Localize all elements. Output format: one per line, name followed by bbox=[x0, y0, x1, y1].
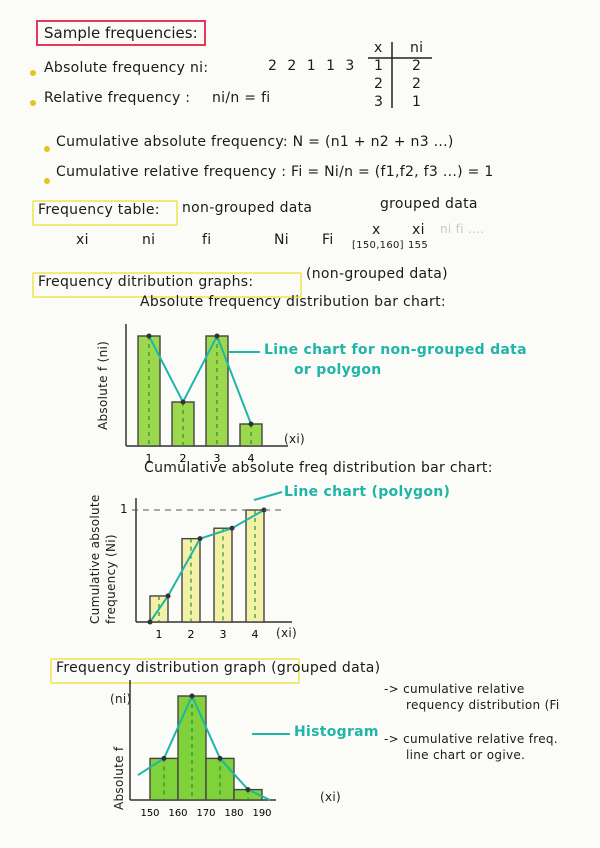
col-ni: ni bbox=[142, 232, 156, 248]
x-tick-label: 3 bbox=[214, 452, 221, 465]
chart3-ylabel-top: (ni) bbox=[110, 692, 132, 706]
col-xi-grouped: xi bbox=[412, 222, 425, 238]
cumulative-absolute-frequency: Cumulative absolute frequency: N = (n1 +… bbox=[56, 134, 454, 150]
cumulative-relative-frequency: Cumulative relative frequency : Fi = Ni/… bbox=[56, 164, 494, 180]
bullet bbox=[30, 100, 36, 106]
x-tick-label: 2 bbox=[188, 628, 195, 641]
col-fi: fi bbox=[202, 232, 212, 248]
grouped-label: grouped data bbox=[380, 196, 478, 212]
absolute-frequency-values: 2 2 1 1 3 bbox=[268, 58, 358, 74]
data-point bbox=[197, 536, 203, 542]
bar bbox=[171, 401, 195, 447]
chart2-xlabel: (xi) bbox=[276, 626, 297, 640]
chart1-annotation-2: or polygon bbox=[294, 362, 382, 378]
bullet bbox=[44, 146, 50, 152]
chart1-annotation: Line chart for non-grouped data bbox=[264, 342, 527, 358]
x-tick-label: 3 bbox=[220, 628, 227, 641]
highlight-box bbox=[50, 658, 300, 684]
data-point bbox=[248, 421, 254, 427]
data-point bbox=[229, 525, 235, 531]
x-tick-label: 1 bbox=[156, 628, 163, 641]
page-title: Sample frequencies: bbox=[36, 20, 206, 46]
chart3-note: -> cumulative relative bbox=[384, 682, 525, 696]
table-header-x: x bbox=[374, 40, 383, 56]
x-tick-label: 4 bbox=[252, 628, 259, 641]
chart3-note: requency distribution (Fi bbox=[406, 698, 560, 712]
table-cell: 2 bbox=[412, 76, 422, 92]
data-point bbox=[161, 755, 167, 761]
col-Fi: Fi bbox=[322, 232, 334, 248]
x-tick-label: 160 bbox=[168, 808, 187, 819]
chart1-title: Absolute frequency distribution bar char… bbox=[140, 294, 446, 310]
table-header-ni: ni bbox=[410, 40, 424, 56]
col-xi: xi bbox=[76, 232, 89, 248]
col-x: x bbox=[372, 222, 381, 238]
data-point bbox=[214, 333, 220, 339]
data-point bbox=[180, 399, 186, 405]
relative-frequency-formula: ni/n = fi bbox=[212, 90, 271, 106]
x-tick-label: 190 bbox=[252, 808, 271, 819]
data-point bbox=[146, 333, 152, 339]
absolute-frequency-label: Absolute frequency ni: bbox=[44, 60, 209, 76]
frequency-polygon bbox=[137, 693, 271, 801]
table-cell: 2 bbox=[374, 76, 384, 92]
x-tick-label: 2 bbox=[180, 452, 187, 465]
x-tick-label: 180 bbox=[224, 808, 243, 819]
x-tick-label: 150 bbox=[140, 808, 159, 819]
chart1-xlabel: (xi) bbox=[284, 432, 305, 446]
nongrouped-label: non-grouped data bbox=[182, 200, 313, 216]
faded-columns: ni fi .... bbox=[440, 222, 485, 236]
relative-frequency-label: Relative frequency : bbox=[44, 90, 191, 106]
data-point bbox=[147, 619, 153, 625]
graphs-section-label: Frequency ditribution graphs: bbox=[38, 274, 254, 290]
frequency-table-label: Frequency table: bbox=[38, 202, 160, 218]
bar bbox=[213, 527, 233, 623]
table-cell: 3 bbox=[374, 94, 384, 110]
data-point bbox=[165, 593, 171, 599]
chart3-note: -> cumulative relative freq. bbox=[384, 732, 558, 746]
class-mark-example: 155 bbox=[408, 240, 428, 251]
chart2-annotation: Line chart (polygon) bbox=[284, 484, 451, 500]
annotation-arrow bbox=[253, 491, 283, 501]
bullet bbox=[30, 70, 36, 76]
chart3-xlabel: (xi) bbox=[320, 790, 341, 804]
x-tick-label: 4 bbox=[248, 452, 255, 465]
x-tick-label: 170 bbox=[196, 808, 215, 819]
chart3-title: Frequency distribution graph (grouped da… bbox=[56, 660, 381, 676]
data-point bbox=[217, 755, 223, 761]
highlight-box bbox=[32, 200, 178, 226]
chart2-title: Cumulative absolute freq distribution ba… bbox=[144, 460, 493, 476]
x-tick-label: 1 bbox=[146, 452, 153, 465]
data-point bbox=[189, 693, 195, 699]
chart2-y-top: 1 bbox=[120, 502, 128, 516]
data-point bbox=[245, 787, 251, 793]
col-Ni: Ni bbox=[274, 232, 289, 248]
highlight-box bbox=[32, 272, 302, 298]
graphs-section-sublabel: (non-grouped data) bbox=[306, 266, 448, 282]
bullet bbox=[44, 178, 50, 184]
interval-example: [150,160] bbox=[352, 240, 404, 251]
table-cell: 1 bbox=[412, 94, 422, 110]
table-cell: 2 bbox=[412, 58, 422, 74]
chart3-annotation: Histogram bbox=[294, 724, 379, 740]
chart3-note: line chart or ogive. bbox=[406, 748, 526, 762]
frequency-polygon bbox=[148, 333, 252, 425]
table-cell: 1 bbox=[374, 58, 384, 74]
